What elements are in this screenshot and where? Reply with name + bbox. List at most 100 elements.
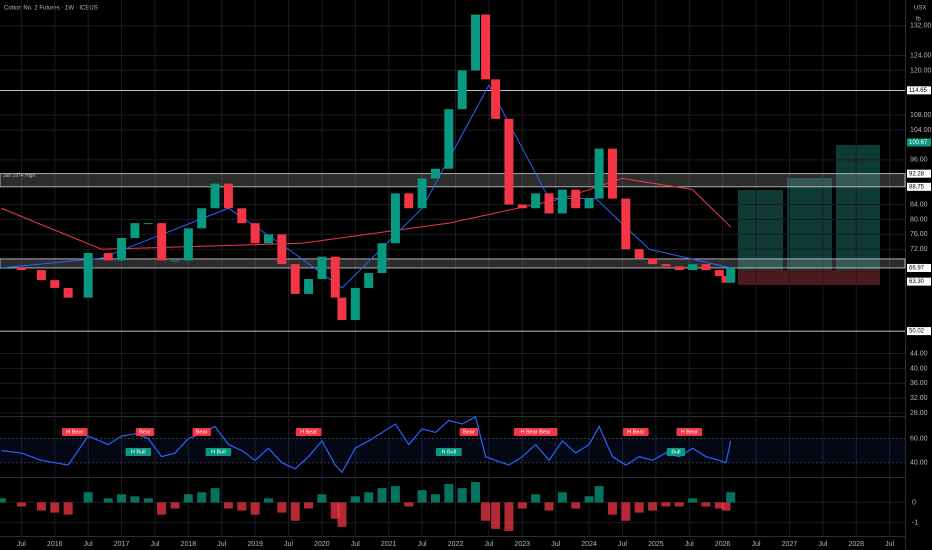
- macd-bar: [390, 486, 400, 503]
- candle: [183, 228, 193, 261]
- candle: [390, 193, 400, 244]
- candle: [237, 208, 247, 224]
- macd-bar: [417, 490, 427, 503]
- macd-bar: [117, 494, 127, 503]
- macd-bar: [330, 502, 340, 519]
- macd-bar: [183, 494, 193, 503]
- candle: [701, 264, 711, 271]
- macd-bar: [36, 502, 46, 511]
- divergence-tag: [125, 448, 152, 456]
- x-tick-label: Jul: [484, 541, 493, 548]
- divergence-tag: [205, 448, 232, 456]
- candle: [210, 183, 220, 209]
- divergence-tag: [192, 428, 211, 436]
- candle: [444, 109, 454, 169]
- macd-bar: [404, 502, 414, 507]
- macd-bar: [471, 482, 481, 503]
- price-badge-label: 63.30: [909, 279, 925, 285]
- candle: [571, 189, 581, 209]
- divergence-label: H Bull: [131, 449, 146, 455]
- candle: [16, 267, 26, 271]
- divergence-label: Bull: [671, 449, 680, 455]
- x-tick-label: 2026: [715, 541, 731, 548]
- unit: lb: [916, 17, 921, 23]
- target-box: [787, 178, 832, 270]
- x-tick-label: 2027: [782, 541, 798, 548]
- y-tick-label: 40.00: [910, 365, 928, 372]
- divergence-label: H Bull: [441, 449, 456, 455]
- macd-tick-label: -1: [912, 520, 918, 527]
- macd-bar: [157, 502, 167, 515]
- macd-bar: [143, 498, 153, 503]
- candle: [63, 287, 73, 298]
- divergence-label: H Bear: [681, 429, 698, 435]
- y-tick-label: 76.00: [910, 231, 928, 238]
- divergence-label: H Bear Bear: [521, 429, 551, 435]
- macd-bar: [648, 502, 658, 511]
- divergence-tag: [623, 428, 649, 436]
- y-tick-label: 44.00: [910, 350, 928, 357]
- x-tick-label: 2022: [448, 541, 464, 548]
- x-tick-label: Jul: [17, 541, 26, 548]
- divergence-tag: [62, 428, 88, 436]
- y-tick-label: 96.00: [910, 157, 928, 164]
- x-tick-label: 2016: [47, 541, 63, 548]
- candle: [674, 266, 684, 271]
- y-tick-label: 104.00: [910, 127, 932, 134]
- divergence-label: Bear: [463, 429, 475, 435]
- x-tick-label: Jul: [685, 541, 694, 548]
- price-badge-label: 92.28: [909, 171, 925, 177]
- moving-average: [1, 177, 732, 250]
- macd-bar: [50, 502, 60, 513]
- candle: [726, 267, 736, 283]
- macd-bar: [130, 496, 140, 503]
- price-badge: [907, 263, 931, 272]
- macd-bar: [290, 502, 300, 521]
- macd-bar: [634, 502, 644, 513]
- x-tick-label: 2025: [648, 541, 664, 548]
- candle: [688, 264, 698, 271]
- macd-bar: [16, 502, 26, 507]
- candle: [170, 260, 180, 262]
- macd-bar: [491, 502, 501, 529]
- rsi-tick-label: 60.00: [910, 435, 928, 442]
- price-badge: [907, 277, 931, 286]
- candle: [143, 223, 153, 225]
- price-badge: [907, 86, 931, 95]
- macd-bar: [223, 502, 233, 509]
- macd-bar: [317, 494, 327, 503]
- candle: [304, 279, 314, 294]
- macd-bar: [481, 502, 491, 521]
- candle: [0, 267, 6, 269]
- price-badge-label: 88.75: [909, 184, 925, 190]
- y-tick-label: 120.00: [910, 67, 932, 74]
- x-tick-label: 2017: [114, 541, 130, 548]
- candle: [557, 189, 567, 214]
- macd-bar: [350, 496, 360, 503]
- candle: [594, 148, 604, 199]
- divergence-tag: [135, 428, 155, 436]
- candle: [103, 252, 113, 261]
- candle: [721, 276, 731, 283]
- x-tick-label: Jul: [618, 541, 627, 548]
- candle: [504, 118, 514, 205]
- y-tick-label: 132.00: [910, 23, 932, 30]
- candle: [404, 193, 414, 209]
- macd-bar: [170, 502, 180, 509]
- macd-bar: [364, 492, 374, 503]
- candle: [430, 168, 440, 179]
- candle: [83, 252, 93, 298]
- y-tick-label: 72.00: [910, 246, 928, 253]
- x-tick-label: Jul: [818, 541, 827, 548]
- candle: [36, 270, 46, 281]
- divergence-tag: [436, 448, 462, 456]
- price-badge-label: 50.02: [909, 329, 925, 335]
- candle: [250, 223, 260, 244]
- candle: [531, 193, 541, 209]
- candle: [364, 273, 374, 288]
- candle: [50, 280, 60, 288]
- macd-bar: [250, 502, 260, 515]
- rsi-tick-label: 40.00: [910, 460, 928, 467]
- candle: [607, 148, 617, 199]
- candle: [417, 178, 427, 209]
